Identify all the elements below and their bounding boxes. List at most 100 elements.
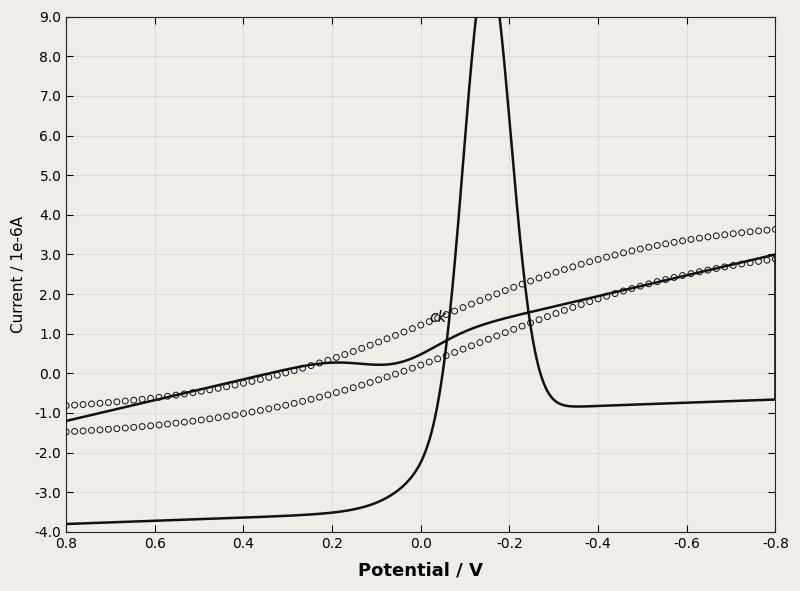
Point: [642, 279, 655, 288]
Point: [262, 404, 275, 414]
Point: [583, 257, 596, 267]
Point: [254, 375, 266, 384]
Point: [626, 284, 638, 293]
Point: [305, 395, 318, 404]
Point: [220, 382, 233, 391]
Point: [583, 297, 596, 306]
Point: [541, 270, 554, 280]
Point: [457, 345, 470, 354]
Point: [752, 226, 765, 236]
Point: [617, 286, 630, 296]
Point: [516, 280, 529, 289]
Point: [330, 353, 342, 362]
Point: [389, 330, 402, 340]
Point: [178, 417, 190, 427]
Point: [186, 417, 199, 426]
Point: [313, 358, 326, 368]
Point: [60, 427, 73, 437]
Point: [676, 271, 689, 280]
Point: [702, 232, 714, 242]
Point: [271, 402, 284, 412]
Point: [381, 334, 394, 343]
Point: [178, 389, 190, 399]
Point: [440, 310, 453, 319]
Point: [642, 242, 655, 252]
Point: [406, 324, 418, 333]
Point: [431, 354, 444, 363]
Point: [465, 341, 478, 350]
Point: [693, 233, 706, 243]
Point: [558, 265, 570, 274]
Point: [127, 395, 140, 405]
Point: [398, 366, 410, 376]
Point: [541, 312, 554, 322]
Point: [651, 241, 664, 250]
Point: [364, 340, 377, 350]
Point: [220, 411, 233, 421]
Point: [516, 322, 529, 331]
Point: [668, 272, 681, 282]
Point: [144, 421, 157, 430]
Point: [398, 327, 410, 337]
Point: [566, 262, 579, 271]
Point: [735, 228, 748, 238]
Point: [457, 303, 470, 312]
Point: [330, 388, 342, 397]
Point: [237, 409, 250, 418]
Point: [136, 422, 149, 431]
Point: [381, 372, 394, 382]
Point: [77, 400, 90, 409]
Point: [702, 265, 714, 275]
Point: [246, 407, 258, 417]
Point: [119, 397, 132, 406]
Point: [170, 418, 182, 428]
Point: [94, 425, 106, 434]
Point: [735, 259, 748, 269]
Point: [482, 335, 494, 344]
Point: [761, 225, 774, 235]
Point: [94, 398, 106, 408]
Point: [676, 236, 689, 246]
Point: [685, 235, 698, 244]
Point: [305, 361, 318, 371]
Point: [254, 406, 266, 415]
Point: [68, 427, 81, 436]
Point: [474, 296, 486, 306]
Point: [77, 426, 90, 436]
Point: [566, 303, 579, 312]
Point: [110, 424, 123, 433]
Point: [659, 239, 672, 249]
Point: [448, 306, 461, 316]
Point: [161, 420, 174, 429]
Point: [322, 356, 334, 365]
Point: [372, 337, 385, 347]
Point: [364, 378, 377, 387]
Point: [355, 381, 368, 390]
Point: [372, 375, 385, 385]
Point: [499, 286, 512, 296]
Point: [718, 230, 731, 239]
Point: [338, 350, 351, 359]
Point: [127, 423, 140, 432]
Point: [262, 373, 275, 382]
Point: [279, 368, 292, 378]
Point: [634, 244, 646, 254]
Point: [744, 227, 757, 236]
Point: [592, 255, 605, 264]
Point: [490, 289, 503, 298]
Point: [490, 331, 503, 340]
Point: [296, 397, 309, 406]
Point: [102, 398, 114, 407]
Point: [355, 344, 368, 353]
Point: [761, 255, 774, 265]
Point: [119, 423, 132, 433]
Point: [203, 385, 216, 395]
Point: [423, 317, 436, 326]
Point: [347, 347, 360, 356]
Point: [499, 328, 512, 337]
Point: [144, 394, 157, 403]
Point: [744, 258, 757, 267]
Point: [524, 318, 537, 327]
Point: [389, 369, 402, 379]
Point: [752, 256, 765, 266]
